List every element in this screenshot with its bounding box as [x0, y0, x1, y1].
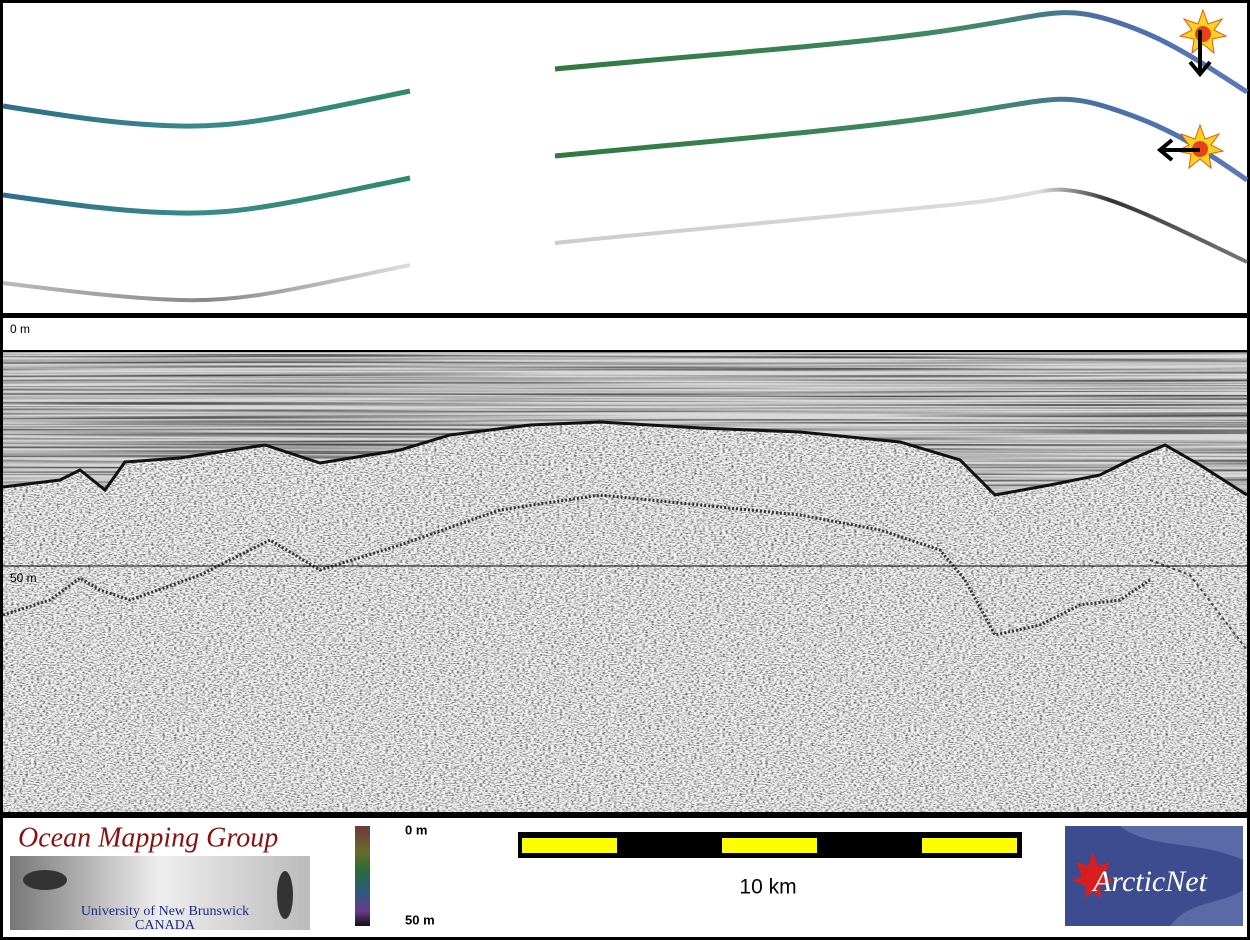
omg-logo: Ocean Mapping Group University of New Br… — [10, 822, 310, 933]
colorbar-label: 0 m — [405, 822, 427, 837]
subbottom-profile — [2, 352, 1248, 812]
scale-label: 10 km — [739, 876, 796, 899]
depth-label: 0 m — [10, 322, 30, 336]
event-markers — [1156, 8, 1228, 170]
omg-line: University of New Brunswick — [81, 904, 249, 919]
omg-title: Ocean Mapping Group — [18, 822, 278, 853]
colorbar — [355, 826, 370, 926]
colorbar-label: 50 m — [405, 912, 435, 927]
track-panel — [3, 3, 1247, 313]
depth-label: 50 m — [10, 571, 37, 585]
scale-bar — [518, 832, 1022, 858]
omg-line: CANADA — [135, 918, 196, 933]
depth-strip — [3, 318, 1247, 350]
arcticnet-text: ArcticNet — [1091, 865, 1208, 898]
tracks — [2, 10, 1249, 303]
arcticnet-logo: ArcticNet — [1065, 826, 1243, 926]
